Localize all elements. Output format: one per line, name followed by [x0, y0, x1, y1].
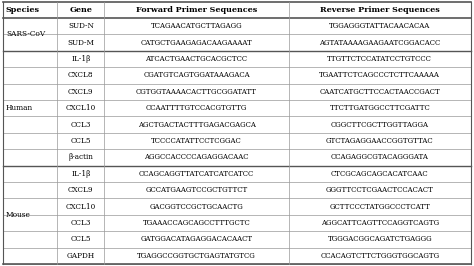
- Text: SUD-M: SUD-M: [67, 39, 94, 47]
- Text: GCTTCCCTATGGCCCTCATT: GCTTCCCTATGGCCCTCATT: [329, 203, 430, 211]
- Text: AGGCATTCAGTTCCAGGTCAGTG: AGGCATTCAGTTCCAGGTCAGTG: [321, 219, 439, 227]
- Text: CGTGGTAAAACACTTGCGGATATT: CGTGGTAAAACACTTGCGGATATT: [136, 88, 257, 96]
- Text: Species: Species: [6, 6, 40, 14]
- Text: CCL3: CCL3: [71, 219, 91, 227]
- Text: TCCCCATATTCCTCGGAC: TCCCCATATTCCTCGGAC: [151, 137, 242, 145]
- Text: AGCTGACTACTTTGAGACGAGCA: AGCTGACTACTTTGAGACGAGCA: [137, 120, 255, 128]
- Text: GCCATGAAGTCCGCTGTTCT: GCCATGAAGTCCGCTGTTCT: [146, 186, 248, 194]
- Text: CGGCTTCGCTTGGTTAGGA: CGGCTTCGCTTGGTTAGGA: [331, 120, 429, 128]
- Text: CTCGCAGCAGCACATCAAC: CTCGCAGCAGCACATCAAC: [331, 170, 428, 178]
- Text: CCL5: CCL5: [71, 137, 91, 145]
- Text: Human: Human: [6, 104, 33, 112]
- Text: CXCL10: CXCL10: [66, 203, 96, 211]
- Text: CCAGCAGGTTATCATCATCATCC: CCAGCAGGTTATCATCATCATCC: [139, 170, 254, 178]
- Text: CXCL10: CXCL10: [66, 104, 96, 112]
- Text: CCL3: CCL3: [71, 120, 91, 128]
- Text: TTCTTGATGGCCTTCGATTC: TTCTTGATGGCCTTCGATTC: [329, 104, 430, 112]
- Text: β-actin: β-actin: [68, 153, 93, 161]
- Text: SARS-CoV: SARS-CoV: [6, 30, 45, 38]
- Text: CXCL9: CXCL9: [68, 88, 93, 96]
- Text: TGGGACGGCAGATCTGAGGG: TGGGACGGCAGATCTGAGGG: [328, 235, 432, 243]
- Text: IL-1β: IL-1β: [71, 55, 91, 63]
- Text: TGAATTCTCAGCCCTCTTCAAAAA: TGAATTCTCAGCCCTCTTCAAAAA: [319, 71, 440, 79]
- Text: CCAATTTTGTCCACGTGTTG: CCAATTTTGTCCACGTGTTG: [146, 104, 247, 112]
- Text: GGGTTCCTCGAACTCCACACT: GGGTTCCTCGAACTCCACACT: [326, 186, 434, 194]
- Text: CGATGTCAGTGGATAAAGACA: CGATGTCAGTGGATAAAGACA: [143, 71, 250, 79]
- Text: IL-1β: IL-1β: [71, 170, 91, 178]
- Text: TGGAGGGTATTACAACACAA: TGGAGGGTATTACAACACAA: [329, 22, 430, 30]
- Text: TTGTTCTCCATATCCTGTCCC: TTGTTCTCCATATCCTGTCCC: [328, 55, 432, 63]
- Text: TGAAACCAGCAGCCTTTGCTC: TGAAACCAGCAGCCTTTGCTC: [143, 219, 250, 227]
- Text: Forward Primer Sequences: Forward Primer Sequences: [136, 6, 257, 14]
- Text: GTCTAGAGGAACCGGTGTTAC: GTCTAGAGGAACCGGTGTTAC: [326, 137, 434, 145]
- Text: Reverse Primer Sequences: Reverse Primer Sequences: [320, 6, 440, 14]
- Text: CXCL9: CXCL9: [68, 186, 93, 194]
- Text: GATGGACATAGAGGACACAACT: GATGGACATAGAGGACACAACT: [141, 235, 253, 243]
- Text: CCL5: CCL5: [71, 235, 91, 243]
- Text: TCAGAACATGCTTAGAGG: TCAGAACATGCTTAGAGG: [151, 22, 242, 30]
- Text: CAATCATGCTTCCACTAACCGACT: CAATCATGCTTCCACTAACCGACT: [319, 88, 440, 96]
- Text: AGGCCACCCCAGAGGACAAC: AGGCCACCCCAGAGGACAAC: [145, 153, 249, 161]
- Text: CXCL8: CXCL8: [68, 71, 93, 79]
- Text: CATGCTGAAGAGACAAGAAAAT: CATGCTGAAGAGACAAGAAAAT: [141, 39, 253, 47]
- Text: Gene: Gene: [69, 6, 92, 14]
- Text: SUD-N: SUD-N: [68, 22, 94, 30]
- Text: CCAGAGGCGTACAGGGATA: CCAGAGGCGTACAGGGATA: [331, 153, 429, 161]
- Text: AGTATAAAAGAAGAATCGGACACC: AGTATAAAAGAAGAATCGGACACC: [319, 39, 440, 47]
- Text: Mouse: Mouse: [6, 211, 31, 219]
- Text: ATCACTGAACTGCACGCTCC: ATCACTGAACTGCACGCTCC: [146, 55, 248, 63]
- Text: GACGGTCCGCTGCAACTG: GACGGTCCGCTGCAACTG: [150, 203, 244, 211]
- Text: GAPDH: GAPDH: [67, 252, 95, 260]
- Text: CCACAGTCTTCTGGGTGGCAGTG: CCACAGTCTTCTGGGTGGCAGTG: [320, 252, 439, 260]
- Text: TGAGGCCGGTGCTGAGTATGTCG: TGAGGCCGGTGCTGAGTATGTCG: [137, 252, 256, 260]
